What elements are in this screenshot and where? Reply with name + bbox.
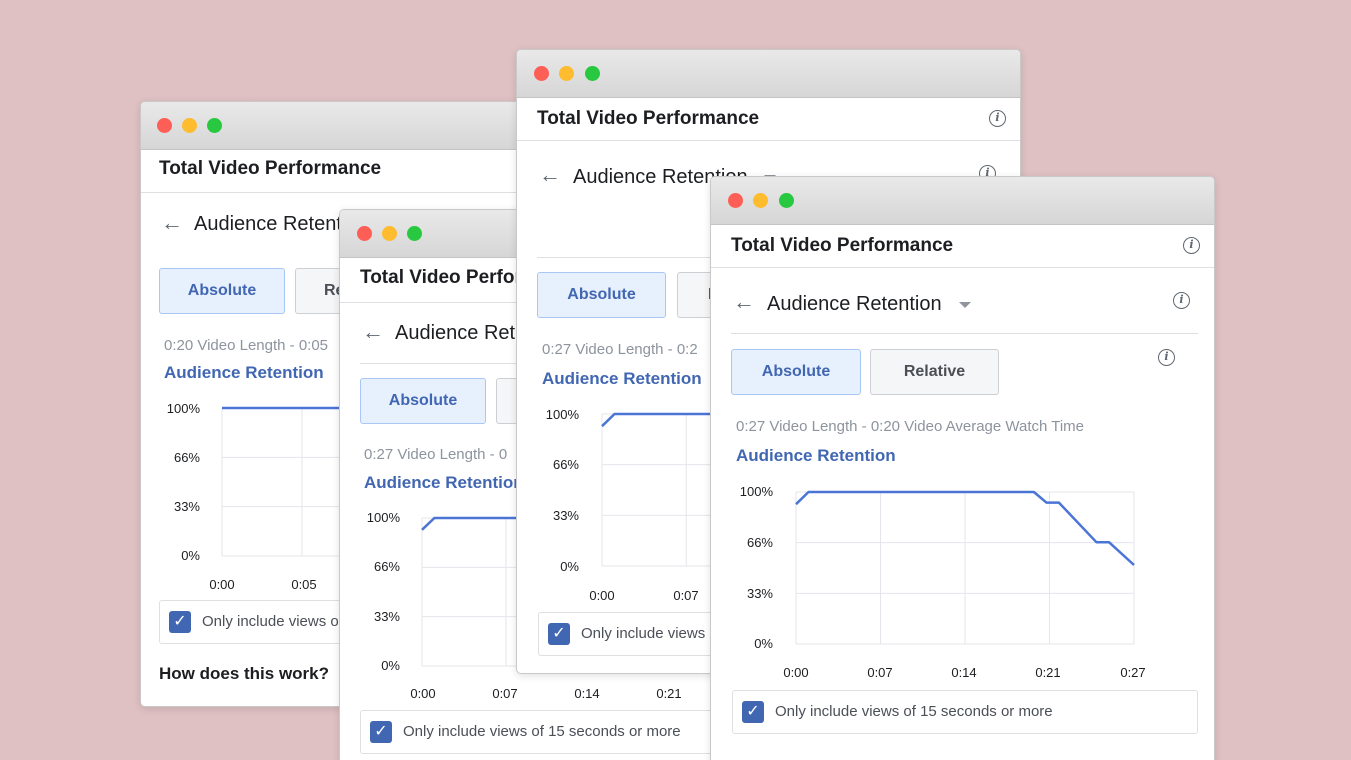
x-tick-label: 0:07 <box>867 665 893 680</box>
checkbox-checked-icon[interactable]: ✓ <box>169 611 191 633</box>
back-arrow-icon[interactable]: ← <box>733 289 755 314</box>
relative-button[interactable]: Relative <box>870 349 999 395</box>
retention-chart-4 <box>795 490 1135 645</box>
y-tick-label: 100% <box>739 484 773 499</box>
zoom-window-button[interactable] <box>407 226 422 241</box>
x-tick-label: 0:14 <box>951 665 977 680</box>
x-tick-label: 0:14 <box>574 686 600 701</box>
info-icon[interactable]: i <box>1183 237 1200 254</box>
x-tick-label: 0:00 <box>410 686 436 701</box>
x-tick-label: 0:05 <box>291 577 317 592</box>
divider <box>141 192 539 193</box>
x-tick-label: 0:00 <box>589 588 615 603</box>
info-icon[interactable]: i <box>1173 292 1190 309</box>
absolute-button[interactable]: Absolute <box>159 268 285 314</box>
x-tick-label: 0:00 <box>209 577 235 592</box>
how-does-this-work-link[interactable]: How does this work? <box>159 664 330 683</box>
retention-chart-title: Audience Retention <box>542 369 702 388</box>
audience-retention-heading: Audience Retention <box>767 293 942 315</box>
y-tick-label: 100% <box>166 401 200 416</box>
back-arrow-icon[interactable]: ← <box>161 210 183 235</box>
video-length-meta: 0:20 Video Length - 0:05 <box>164 337 329 354</box>
y-tick-label: 66% <box>552 457 579 472</box>
checkbox-checked-icon[interactable]: ✓ <box>742 701 764 723</box>
minimize-window-button[interactable] <box>753 193 768 208</box>
x-tick-label: 0:07 <box>492 686 518 701</box>
checkbox-label: Only include views of 15 seconds or more <box>403 723 681 740</box>
x-tick-label: 0:21 <box>656 686 682 701</box>
minimize-window-button[interactable] <box>382 226 397 241</box>
y-tick-label: 33% <box>746 586 773 601</box>
retention-series-line <box>795 490 1135 566</box>
min-views-filter[interactable]: ✓ Only include views of 15 seconds or mo… <box>360 710 738 754</box>
x-tick-label: 0:00 <box>783 665 809 680</box>
y-tick-label: 33% <box>373 609 400 624</box>
checkbox-label: Only include views of 15 seconds or more <box>775 703 1053 720</box>
window-titlebar <box>711 177 1214 225</box>
back-arrow-icon[interactable]: ← <box>539 162 561 187</box>
zoom-window-button[interactable] <box>585 66 600 81</box>
window-titlebar <box>141 102 539 150</box>
absolute-button[interactable]: Absolute <box>731 349 861 395</box>
close-window-button[interactable] <box>357 226 372 241</box>
audience-retention-heading: Audience Retention <box>573 166 748 188</box>
y-tick-label: 66% <box>373 559 400 574</box>
y-tick-label: 66% <box>173 450 200 465</box>
checkbox-checked-icon[interactable]: ✓ <box>370 721 392 743</box>
y-tick-label: 100% <box>545 407 579 422</box>
divider <box>711 267 1214 268</box>
zoom-window-button[interactable] <box>779 193 794 208</box>
chevron-down-icon[interactable] <box>959 302 971 308</box>
close-window-button[interactable] <box>728 193 743 208</box>
y-tick-label: 0% <box>754 636 773 651</box>
checkbox-checked-icon[interactable]: ✓ <box>548 623 570 645</box>
panel-title: Total Video Performance <box>159 158 382 179</box>
audience-retention-heading: Audience Retention <box>194 213 369 235</box>
window-total-video-performance-4: Total Video Performance i ← Audience Ret… <box>710 176 1215 760</box>
panel-title: Total Video Performance <box>731 235 954 256</box>
y-tick-label: 100% <box>366 510 400 525</box>
close-window-button[interactable] <box>534 66 549 81</box>
y-tick-label: 33% <box>173 499 200 514</box>
divider <box>517 140 1020 141</box>
y-tick-label: 0% <box>381 658 400 673</box>
retention-chart-title: Audience Retention <box>736 446 896 465</box>
retention-chart-title: Audience Retention <box>364 473 524 492</box>
y-tick-label: 66% <box>746 535 773 550</box>
x-tick-label: 0:07 <box>673 588 699 603</box>
video-length-meta: 0:27 Video Length - 0 <box>364 446 508 463</box>
divider <box>731 333 1198 334</box>
minimize-window-button[interactable] <box>559 66 574 81</box>
panel-title: Total Video Performance <box>537 108 760 129</box>
video-length-meta: 0:27 Video Length - 0:20 Video Average W… <box>736 418 1085 435</box>
x-tick-label: 0:21 <box>1035 665 1061 680</box>
absolute-button[interactable]: Absolute <box>537 272 666 318</box>
absolute-button[interactable]: Absolute <box>360 378 486 424</box>
y-tick-label: 0% <box>560 559 579 574</box>
info-icon[interactable]: i <box>1158 349 1175 366</box>
close-window-button[interactable] <box>157 118 172 133</box>
video-length-meta: 0:27 Video Length - 0:2 <box>542 341 698 358</box>
window-titlebar <box>517 50 1020 98</box>
retention-chart-title: Audience Retention <box>164 363 324 382</box>
minimize-window-button[interactable] <box>182 118 197 133</box>
zoom-window-button[interactable] <box>207 118 222 133</box>
x-tick-label: 0:27 <box>1120 665 1146 680</box>
back-arrow-icon[interactable]: ← <box>362 319 384 344</box>
y-tick-label: 0% <box>181 548 200 563</box>
min-views-filter[interactable]: ✓ Only include views of 15 seconds or mo… <box>732 690 1198 734</box>
info-icon[interactable]: i <box>989 110 1006 127</box>
y-tick-label: 33% <box>552 508 579 523</box>
